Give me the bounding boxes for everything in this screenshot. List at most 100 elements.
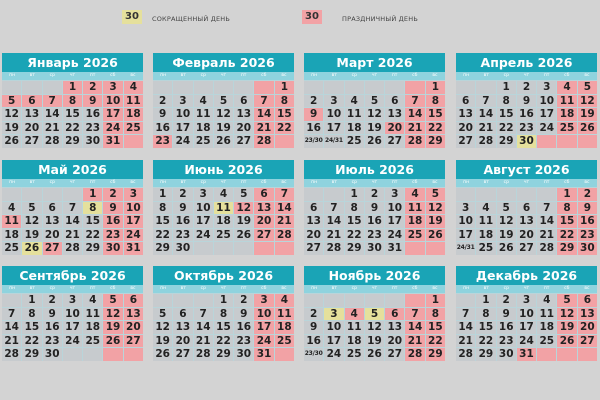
holiday-day-cell[interactable]: 4 xyxy=(557,81,577,94)
day-cell[interactable]: 30 xyxy=(42,348,62,361)
day-cell[interactable]: 30 xyxy=(364,242,385,255)
day-cell[interactable]: 19 xyxy=(364,334,385,348)
day-cell[interactable]: 23 xyxy=(173,228,193,242)
day-cell[interactable]: 6 xyxy=(304,201,324,215)
day-cell[interactable]: 16 xyxy=(173,215,193,228)
day-cell[interactable]: 11 xyxy=(344,321,364,334)
day-cell[interactable]: 2 xyxy=(42,294,62,307)
day-cell[interactable]: 2 xyxy=(364,188,385,201)
day-cell[interactable]: 10 xyxy=(516,307,537,321)
day-cell[interactable]: 27 xyxy=(516,242,537,255)
day-cell[interactable]: 14 xyxy=(42,108,62,121)
holiday-day-cell[interactable]: 25 xyxy=(405,228,425,242)
day-cell[interactable]: 23/30 xyxy=(304,135,324,148)
holiday-day-cell[interactable]: 29 xyxy=(425,348,445,361)
day-cell[interactable]: 3 xyxy=(324,94,344,108)
day-cell[interactable]: 12 xyxy=(496,215,516,228)
day-cell[interactable]: 7 xyxy=(62,201,83,215)
holiday-day-cell[interactable]: 12 xyxy=(577,94,597,108)
day-cell[interactable]: 19 xyxy=(364,121,385,135)
day-cell[interactable]: 3 xyxy=(385,188,405,201)
day-cell[interactable]: 26 xyxy=(364,348,385,361)
day-cell[interactable]: 9 xyxy=(516,94,537,108)
holiday-day-cell[interactable]: 12 xyxy=(103,307,123,321)
day-cell[interactable]: 17 xyxy=(385,215,405,228)
holiday-day-cell[interactable]: 24 xyxy=(103,121,123,135)
day-cell[interactable]: 5 xyxy=(234,188,254,201)
day-cell[interactable]: 25 xyxy=(344,135,364,148)
holiday-day-cell[interactable]: 6 xyxy=(577,294,597,307)
short-day-cell[interactable]: 5 xyxy=(364,307,385,321)
day-cell[interactable]: 21 xyxy=(537,228,557,242)
holiday-day-cell[interactable]: 8 xyxy=(274,94,294,108)
day-cell[interactable]: 8 xyxy=(496,94,516,108)
day-cell[interactable]: 24 xyxy=(385,228,405,242)
day-cell[interactable]: 18 xyxy=(83,321,103,334)
holiday-day-cell[interactable]: 26 xyxy=(425,228,445,242)
day-cell[interactable]: 12 xyxy=(2,108,22,121)
holiday-day-cell[interactable]: 9 xyxy=(577,201,597,215)
day-cell[interactable]: 25 xyxy=(83,334,103,348)
day-cell[interactable]: 13 xyxy=(173,321,193,334)
day-cell[interactable]: 30 xyxy=(83,135,103,148)
day-cell[interactable]: 18 xyxy=(344,121,364,135)
day-cell[interactable]: 9 xyxy=(364,201,385,215)
day-cell[interactable]: 29 xyxy=(153,242,173,255)
day-cell[interactable]: 10 xyxy=(385,201,405,215)
holiday-day-cell[interactable]: 31 xyxy=(103,135,123,148)
holiday-day-cell[interactable]: 7 xyxy=(254,94,274,108)
day-cell[interactable]: 14 xyxy=(324,215,344,228)
day-cell[interactable]: 22 xyxy=(153,228,173,242)
day-cell[interactable]: 9 xyxy=(304,321,324,334)
day-cell[interactable]: 21 xyxy=(324,228,344,242)
day-cell[interactable]: 3 xyxy=(193,188,213,201)
day-cell[interactable]: 27 xyxy=(234,135,254,148)
day-cell[interactable]: 21 xyxy=(62,228,83,242)
day-cell[interactable]: 8 xyxy=(476,307,496,321)
day-cell[interactable]: 15 xyxy=(344,215,364,228)
day-cell[interactable]: 14 xyxy=(456,321,476,334)
short-day-cell[interactable]: 30 xyxy=(516,135,537,148)
holiday-day-cell[interactable]: 12 xyxy=(557,307,577,321)
day-cell[interactable]: 1 xyxy=(153,188,173,201)
day-cell[interactable]: 25 xyxy=(344,348,364,361)
day-cell[interactable]: 16 xyxy=(516,108,537,121)
day-cell[interactable]: 21 xyxy=(476,121,496,135)
holiday-day-cell[interactable]: 10 xyxy=(123,201,143,215)
day-cell[interactable]: 14 xyxy=(2,321,22,334)
day-cell[interactable]: 10 xyxy=(456,215,476,228)
holiday-day-cell[interactable]: 28 xyxy=(254,135,274,148)
day-cell[interactable]: 20 xyxy=(234,121,254,135)
holiday-day-cell[interactable]: 14 xyxy=(254,108,274,121)
holiday-day-cell[interactable]: 8 xyxy=(557,201,577,215)
day-cell[interactable]: 16 xyxy=(83,108,103,121)
holiday-day-cell[interactable]: 14 xyxy=(405,108,425,121)
day-cell[interactable]: 21 xyxy=(193,334,213,348)
day-cell[interactable]: 5 xyxy=(213,94,234,108)
holiday-day-cell[interactable]: 6 xyxy=(254,188,274,201)
holiday-day-cell[interactable]: 8 xyxy=(62,94,83,108)
holiday-day-cell[interactable]: 8 xyxy=(425,307,445,321)
holiday-day-cell[interactable]: 23 xyxy=(153,135,173,148)
day-cell[interactable]: 29 xyxy=(496,135,516,148)
holiday-day-cell[interactable]: 18 xyxy=(405,215,425,228)
day-cell[interactable]: 24/31 xyxy=(324,135,344,148)
holiday-day-cell[interactable]: 5 xyxy=(425,188,445,201)
holiday-day-cell[interactable]: 25 xyxy=(123,121,143,135)
day-cell[interactable]: 24 xyxy=(193,228,213,242)
holiday-day-cell[interactable]: 7 xyxy=(42,94,62,108)
holiday-day-cell[interactable]: 27 xyxy=(254,228,274,242)
day-cell[interactable]: 24 xyxy=(537,121,557,135)
day-cell[interactable]: 17 xyxy=(456,228,476,242)
day-cell[interactable]: 19 xyxy=(22,228,42,242)
day-cell[interactable]: 23 xyxy=(516,121,537,135)
day-cell[interactable]: 2 xyxy=(304,94,324,108)
day-cell[interactable]: 24 xyxy=(324,348,344,361)
day-cell[interactable]: 3 xyxy=(537,81,557,94)
holiday-day-cell[interactable]: 13 xyxy=(577,307,597,321)
day-cell[interactable]: 2 xyxy=(516,81,537,94)
day-cell[interactable]: 26 xyxy=(213,135,234,148)
holiday-day-cell[interactable]: 7 xyxy=(274,188,294,201)
day-cell[interactable]: 13 xyxy=(234,108,254,121)
day-cell[interactable]: 7 xyxy=(476,94,496,108)
